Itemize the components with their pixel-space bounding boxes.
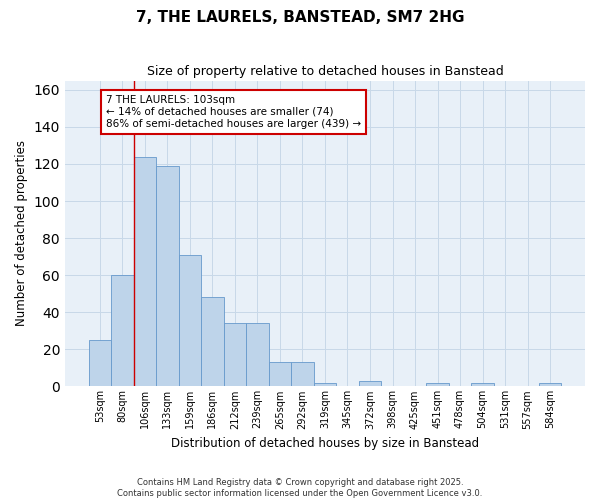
Bar: [426, 382, 449, 386]
Bar: [359, 381, 381, 386]
Text: 7, THE LAURELS, BANSTEAD, SM7 2HG: 7, THE LAURELS, BANSTEAD, SM7 2HG: [136, 10, 464, 25]
Bar: [314, 382, 336, 386]
X-axis label: Distribution of detached houses by size in Banstead: Distribution of detached houses by size …: [171, 437, 479, 450]
Bar: [224, 324, 246, 386]
Text: 7 THE LAURELS: 103sqm
← 14% of detached houses are smaller (74)
86% of semi-deta: 7 THE LAURELS: 103sqm ← 14% of detached …: [106, 96, 361, 128]
Bar: [291, 362, 314, 386]
Y-axis label: Number of detached properties: Number of detached properties: [15, 140, 28, 326]
Bar: [134, 156, 156, 386]
Bar: [269, 362, 291, 386]
Bar: [201, 298, 224, 386]
Bar: [179, 255, 201, 386]
Text: Contains HM Land Registry data © Crown copyright and database right 2025.
Contai: Contains HM Land Registry data © Crown c…: [118, 478, 482, 498]
Bar: [111, 275, 134, 386]
Bar: [472, 382, 494, 386]
Title: Size of property relative to detached houses in Banstead: Size of property relative to detached ho…: [146, 65, 503, 78]
Bar: [246, 324, 269, 386]
Bar: [89, 340, 111, 386]
Bar: [539, 382, 562, 386]
Bar: [156, 166, 179, 386]
